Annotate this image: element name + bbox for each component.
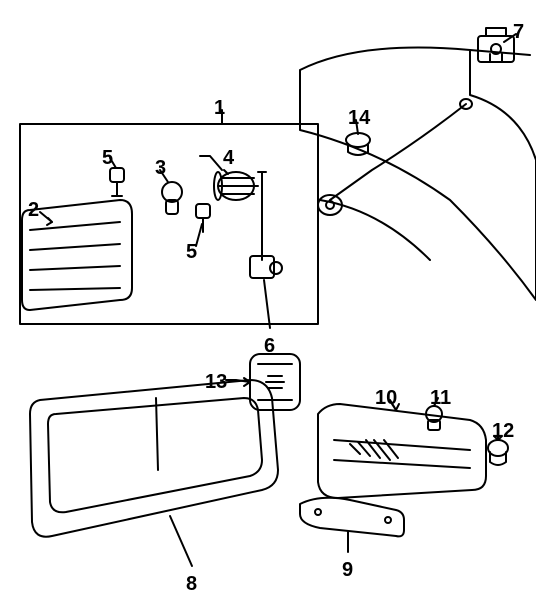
callout-11: 11 — [430, 388, 451, 408]
callout-6: 6 — [264, 336, 275, 356]
callout-4: 4 — [223, 148, 234, 168]
callout-5a: 5 — [102, 148, 113, 168]
callout-8: 8 — [186, 574, 197, 594]
callout-3: 3 — [155, 158, 166, 178]
callout-5b: 5 — [186, 242, 197, 262]
parts-diagram — [0, 0, 536, 604]
callout-14: 14 — [348, 108, 370, 128]
callout-1: 1 — [214, 98, 225, 118]
callout-10: 10 — [375, 388, 397, 408]
callout-7: 7 — [513, 22, 524, 42]
callout-13: 13 — [205, 372, 227, 392]
callout-9: 9 — [342, 560, 353, 580]
callout-2: 2 — [28, 200, 39, 220]
callout-12: 12 — [492, 421, 514, 441]
